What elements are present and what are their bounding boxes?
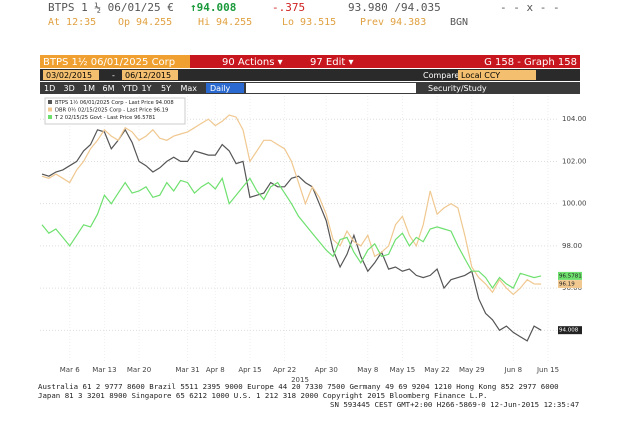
legend-entry: T 2 02/15/25 Govt - Last Price 96.5781 [54,115,155,121]
menu-bar [190,55,580,68]
x-tick-label: May 22 [424,366,450,374]
y-tick-label: 104.00 [562,115,587,123]
x-tick-label: Mar 6 [60,366,80,374]
actions-menu[interactable]: 90 Actions ▾ [222,57,283,68]
period-button[interactable]: 1Y [142,84,152,93]
period-button[interactable]: 6M [103,84,115,93]
price-line [41,114,542,296]
legend-swatch [48,115,52,119]
end-date[interactable]: 06/12/2015 [125,71,171,80]
plot-area [40,96,558,362]
x-tick-label: Mar 20 [127,366,151,374]
study[interactable]: Security/Study [428,84,487,93]
change: -.375 [272,1,305,14]
low: Lo 93.515 [282,17,336,28]
last-value-label: 94.008 [559,328,579,334]
security: BTPS 1 ½ 06/01/25 € [48,1,174,14]
y-tick-label: 102.00 [562,157,587,165]
footer-line: Australia 61 2 9777 8600 Brazil 5511 239… [38,382,559,391]
frequency[interactable]: Daily [210,84,231,93]
last-price: ↑94.008 [190,1,236,14]
window-controls[interactable]: - - x - - [500,1,560,14]
ticker: BTPS 1½ 06/01/2025 Corp [43,56,175,68]
x-tick-label: Mar 13 [92,366,116,374]
y-tick-label: 96.00 [562,284,582,292]
period-button[interactable]: Max [181,84,198,93]
end-field[interactable] [122,70,178,80]
compare-value[interactable]: Local CCY [461,71,500,80]
y-tick-label: 98.00 [562,242,582,250]
footer-line: Japan 81 3 3201 8900 Singapore 65 6212 1… [38,391,487,400]
legend-swatch [48,100,52,104]
frequency-button[interactable] [206,83,244,93]
x-tick-label: Apr 15 [238,366,261,374]
x-tick-label: Apr 22 [273,366,296,374]
toolbar: BTPS 1½ 06/01/2025 Corp 90 Actions ▾ 97 … [40,55,580,94]
x-tick-label: May 8 [357,366,378,374]
high: Hi 94.255 [198,17,252,28]
period-button[interactable]: 5Y [161,84,171,93]
compare-field[interactable] [458,70,536,80]
source: BGN [450,17,468,28]
time: At 12:35 [48,17,96,28]
x-axis-label: 2015 [291,376,309,384]
period-button[interactable]: 1M [83,84,95,93]
footer-line: SN 593445 CEST GMT+2:00 H266-5869-0 12-J… [330,400,579,409]
y-tick-label: 100.00 [562,200,587,208]
x-tick-label: Mar 31 [175,366,199,374]
period-button[interactable]: 1D [44,84,55,93]
prev: Prev 94.383 [360,17,426,28]
edit-menu[interactable]: 97 Edit ▾ [310,57,353,68]
x-tick-label: May 15 [390,366,416,374]
period-button[interactable]: 3D [64,84,75,93]
price-line [41,176,542,290]
x-tick-label: Apr 30 [315,366,338,374]
header: BTPS 1 ½ 06/01/25 € ↑94.008 -.375 93.980… [48,1,560,28]
date-dash: - [112,71,115,80]
open: Op 94.255 [118,17,172,28]
search-field[interactable] [246,83,416,93]
last-value-label: 96.19 [559,282,575,288]
x-tick-label: Apr 8 [206,366,225,374]
x-tick-label: Jun 8 [504,366,523,374]
legend-swatch [48,107,52,112]
x-tick-label: May 29 [459,366,485,374]
legend-entry: BTPS 1½ 06/01/2025 Corp - Last Price 94.… [55,99,174,106]
legend-box [44,97,186,125]
x-tick-label: Jun 15 [536,366,559,374]
start-field[interactable] [43,70,99,80]
legend-entry: DBR 0½ 02/15/2025 Corp - Last Price 96.1… [55,106,168,113]
last-value-label: 96.5781 [559,273,582,279]
chart: 2015 94.0096.0098.00100.00102.00104.00Ma… [40,96,587,384]
last-value-tag [558,280,582,289]
last-value-tag [558,271,582,280]
bid-ask: 93.980 /94.035 [348,1,441,14]
compare-label: Compare [423,71,459,80]
page-title: G 158 - Graph 158 [484,57,577,68]
last-value-tag [558,326,582,335]
footer: Australia 61 2 9777 8600 Brazil 5511 239… [38,382,579,409]
start-date[interactable]: 03/02/2015 [46,71,92,80]
price-line [41,128,542,342]
period-button[interactable]: YTD [121,84,138,93]
